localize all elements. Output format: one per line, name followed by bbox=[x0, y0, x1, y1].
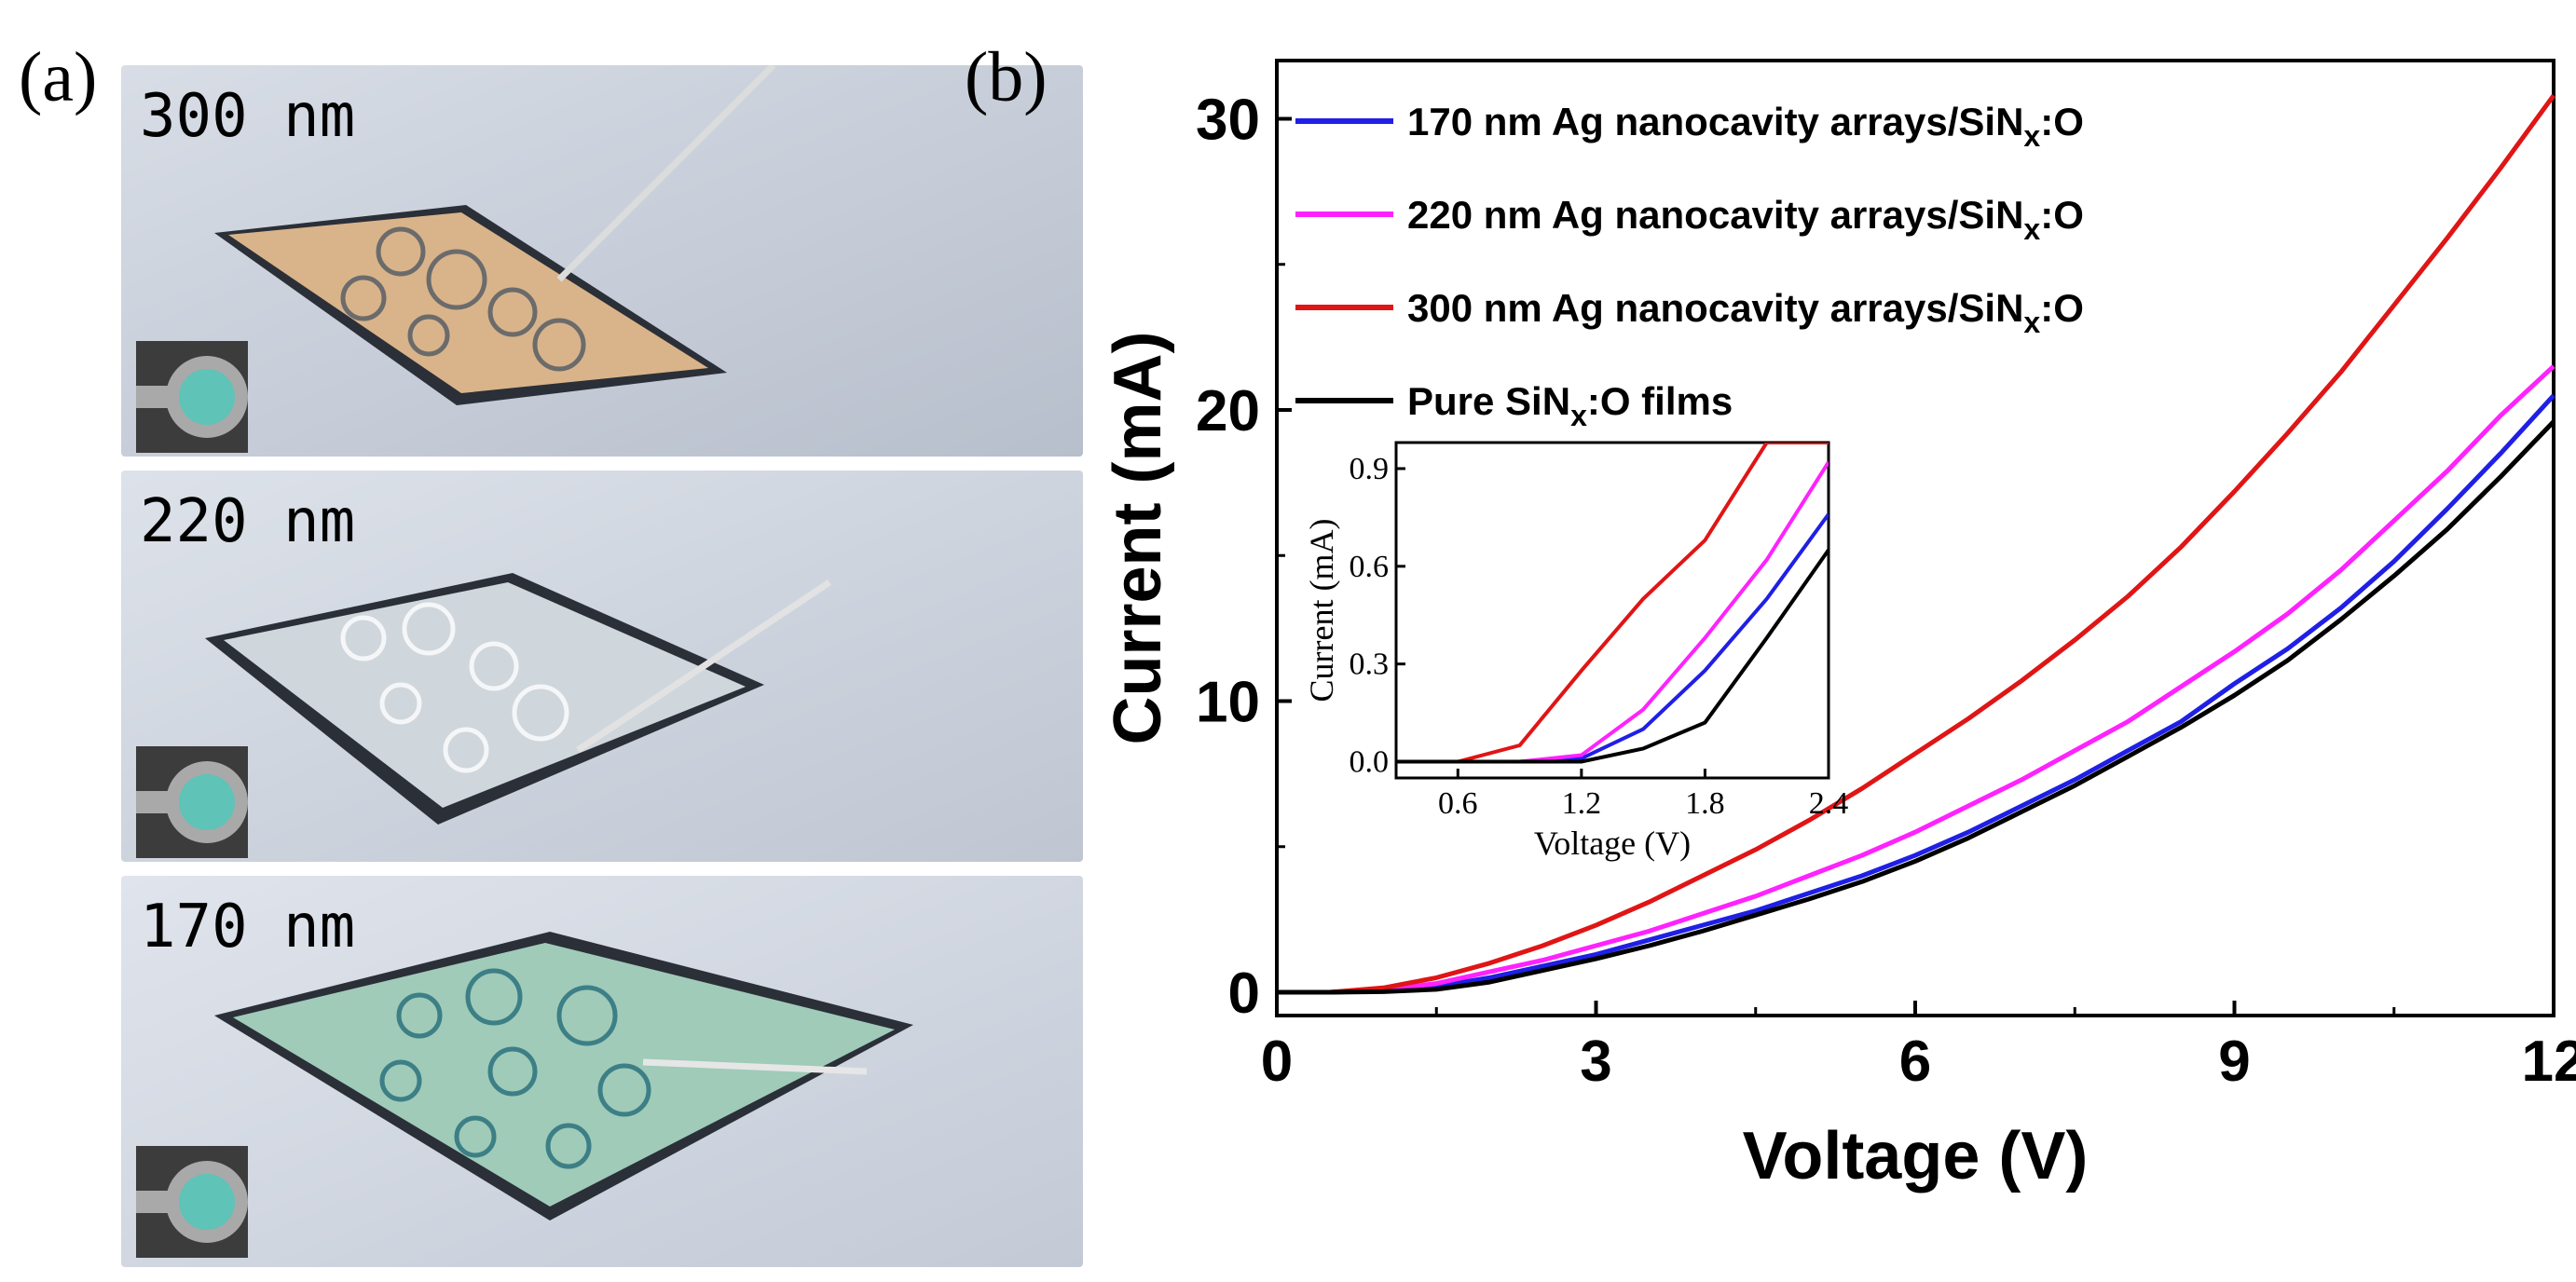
x-axis-title: Voltage (V) bbox=[1743, 1119, 2089, 1193]
y-tick-label: 30 bbox=[1196, 89, 1260, 153]
inset-y-tick-label: 0.6 bbox=[1350, 550, 1390, 584]
inset-frame bbox=[1394, 441, 1830, 780]
inset-y-tick-label: 0.0 bbox=[1350, 745, 1390, 780]
electrode-inset-170nm bbox=[136, 1146, 248, 1258]
main-series bbox=[1277, 94, 2556, 995]
y-tick-label: 20 bbox=[1196, 379, 1260, 443]
inset-series-line-2 bbox=[1396, 443, 1829, 764]
series-line-0 bbox=[1277, 393, 2555, 995]
legend-entry-0: 170 nm Ag nanocavity arrays/SiNx:O bbox=[1407, 100, 2084, 153]
electrode-inset-300nm bbox=[136, 341, 248, 453]
device-photo-170nm: 170 nm bbox=[121, 876, 1083, 1267]
x-tick-label: 0 bbox=[1261, 1030, 1293, 1094]
series-line-2 bbox=[1277, 94, 2556, 995]
legend: 170 nm Ag nanocavity arrays/SiNx:O 220 nm… bbox=[1295, 100, 2084, 432]
photo-300nm-illustration bbox=[121, 65, 1083, 457]
inset-x-axis-title: Voltage (V) bbox=[1534, 825, 1691, 862]
inset-x-tick-label: 1.8 bbox=[1685, 786, 1725, 821]
inset-x-tick-label: 2.4 bbox=[1809, 786, 1849, 821]
inset-y-tick-label: 0.9 bbox=[1350, 452, 1390, 486]
panel-a-label: (a) bbox=[19, 38, 98, 116]
photo-300nm-label: 300 nm bbox=[140, 82, 356, 151]
photo-220nm-label: 220 nm bbox=[140, 487, 356, 556]
y-axis-title: Current (mA) bbox=[1101, 332, 1175, 745]
x-tick-label: 9 bbox=[2218, 1030, 2250, 1094]
series-line-1 bbox=[1277, 364, 2555, 995]
device-photo-220nm: 220 nm bbox=[121, 471, 1083, 862]
x-tick-label: 12 bbox=[2522, 1030, 2576, 1094]
iv-chart: 0 3 6 9 12 0 10 20 30 170 nm Ag nanocavity array… bbox=[1101, 59, 2576, 1193]
inset-series-line-3 bbox=[1396, 549, 1829, 764]
photo-220nm-illustration bbox=[121, 471, 1083, 862]
panel-b-label: (b) bbox=[965, 38, 1048, 116]
x-tick-label: 6 bbox=[1899, 1030, 1931, 1094]
legend-entry-3: Pure SiNx:O films bbox=[1407, 379, 1733, 432]
inset-chart: 0.6 1.2 1.8 2.4 0.0 0.3 0.6 0.9 Voltage (V) Curre… bbox=[1303, 441, 1849, 862]
inset-x-tick-label: 1.2 bbox=[1562, 786, 1602, 821]
y-tick-label: 10 bbox=[1196, 671, 1260, 735]
inset-y-axis-title: Current (mA) bbox=[1303, 519, 1340, 702]
series-line-3 bbox=[1277, 419, 2555, 995]
device-photo-300nm: 300 nm bbox=[121, 65, 1083, 457]
photo-170nm-illustration bbox=[121, 876, 1083, 1267]
main-axes: 0 3 6 9 12 0 10 20 30 bbox=[1196, 59, 2576, 1094]
legend-entry-1: 220 nm Ag nanocavity arrays/SiNx:O bbox=[1407, 193, 2084, 246]
y-tick-label: 0 bbox=[1228, 962, 1260, 1026]
electrode-inset-220nm bbox=[136, 746, 248, 858]
photo-170nm-label: 170 nm bbox=[140, 893, 356, 962]
x-tick-label: 3 bbox=[1580, 1030, 1611, 1094]
inset-y-tick-label: 0.3 bbox=[1350, 648, 1390, 682]
inset-x-tick-label: 0.6 bbox=[1438, 786, 1478, 821]
legend-entry-2: 300 nm Ag nanocavity arrays/SiNx:O bbox=[1407, 286, 2084, 339]
